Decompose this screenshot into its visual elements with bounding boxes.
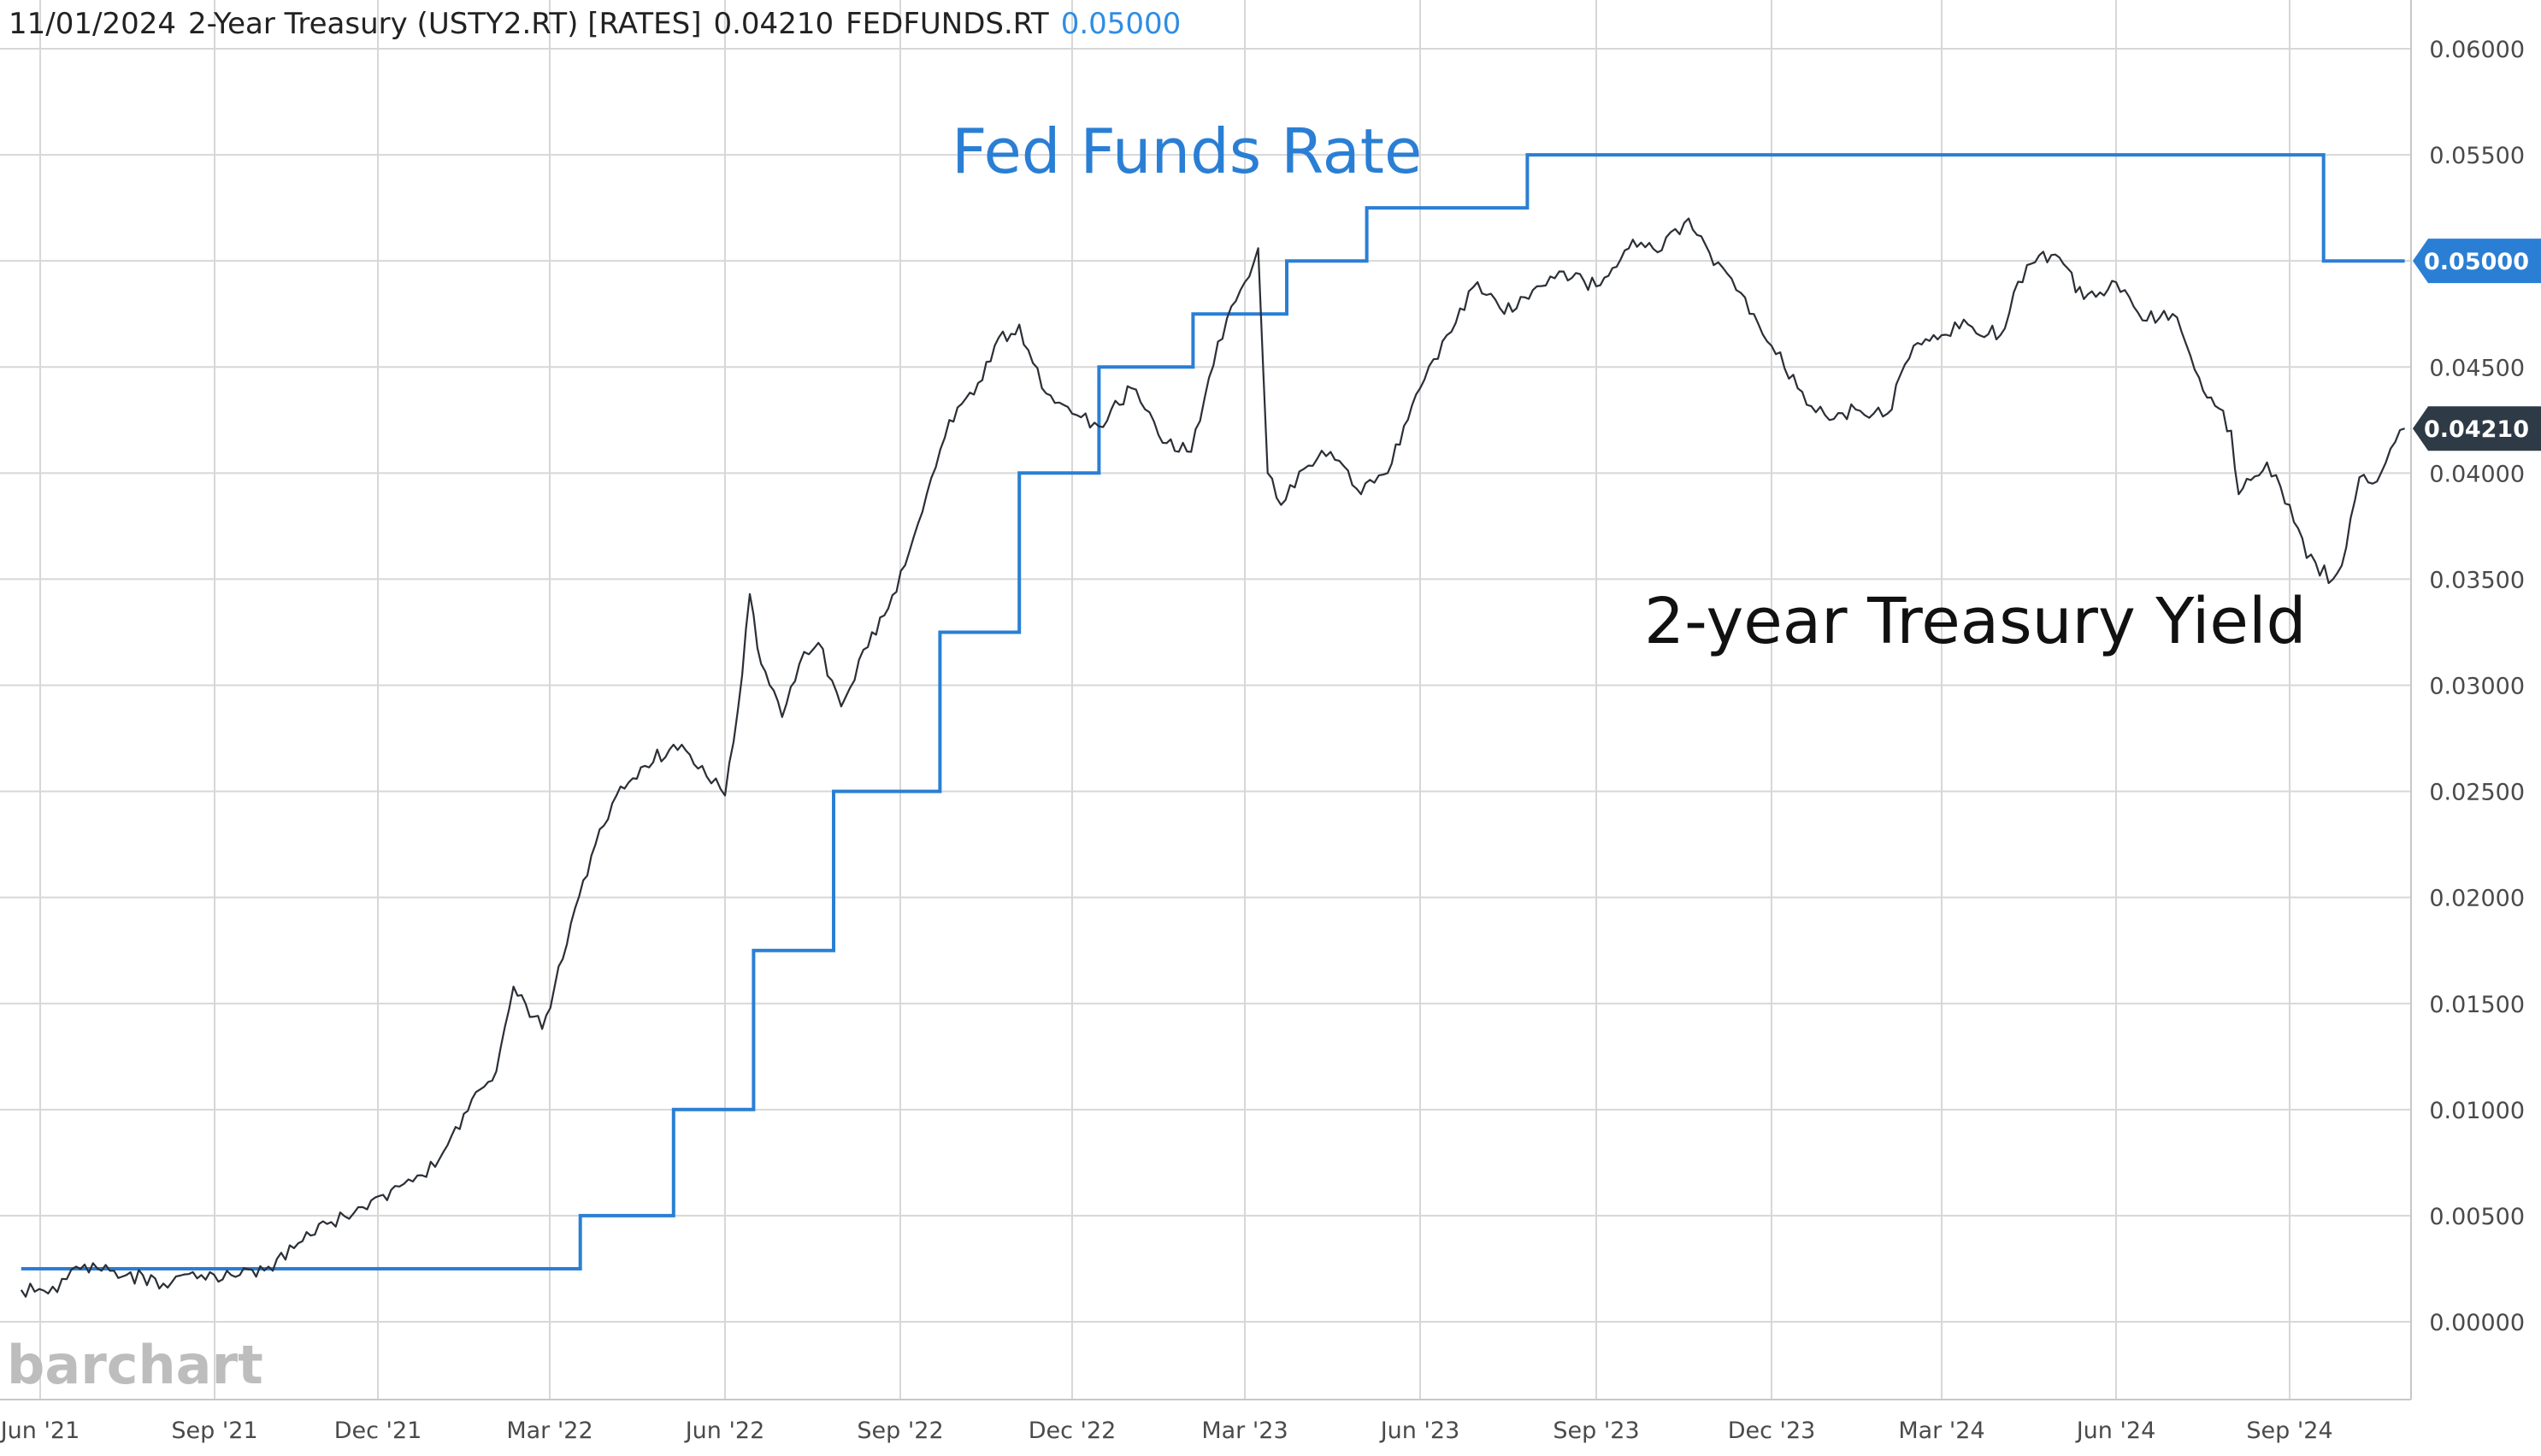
x-tick-label: Sep '23 xyxy=(1553,1418,1639,1444)
y-tick-label: 0.04500 xyxy=(2429,355,2525,381)
treasury-series xyxy=(20,217,2405,1298)
treasury-line xyxy=(20,217,2405,1298)
x-tick-label: Jun '22 xyxy=(684,1418,765,1444)
chart-header: 11/01/2024 2-Year Treasury (USTY2.RT) [RA… xyxy=(9,7,1193,41)
x-tick-label: Dec '21 xyxy=(334,1418,422,1444)
y-tick-label: 0.00000 xyxy=(2429,1310,2525,1336)
treasury-badge-label: 0.04210 xyxy=(2424,416,2529,443)
chart-grid xyxy=(0,0,2412,1400)
x-tick-label: Mar '24 xyxy=(1898,1418,1984,1444)
y-tick-label: 0.01500 xyxy=(2429,992,2525,1018)
header-date: 11/01/2024 xyxy=(9,7,176,41)
y-tick-label: 0.00500 xyxy=(2429,1204,2525,1230)
x-tick-label: Dec '23 xyxy=(1728,1418,1816,1444)
fed-funds-badge-bg xyxy=(2413,239,2541,284)
header-series1-title: 2-Year Treasury (USTY2.RT) [RATES] xyxy=(187,7,702,41)
fed-funds-line xyxy=(21,153,2405,1270)
x-tick-label: Jun '23 xyxy=(1379,1418,1460,1444)
y-tick-label: 0.03500 xyxy=(2429,567,2525,593)
barchart-logo: barchart xyxy=(7,1334,263,1396)
x-tick-label: Mar '23 xyxy=(1201,1418,1288,1444)
y-tick-label: 0.05500 xyxy=(2429,143,2525,169)
y-tick-label: 0.03000 xyxy=(2429,674,2525,700)
x-tick-label: Jun '24 xyxy=(2075,1418,2156,1444)
x-tick-label: Sep '21 xyxy=(171,1418,257,1444)
header-series2-symbol: FEDFUNDS.RT xyxy=(846,7,1049,41)
x-tick-label: Sep '22 xyxy=(857,1418,943,1444)
fed-funds-badge-label: 0.05000 xyxy=(2424,249,2529,275)
fed-funds-series xyxy=(21,153,2405,1270)
x-tick-label: Dec '22 xyxy=(1029,1418,1117,1444)
y-axis: 0.00000 0.00500 0.01000 0.01500 0.02000 0.025… xyxy=(2429,37,2525,1336)
x-axis: Jun '21 Sep '21 Dec '21 Mar '22 Jun '22 Sep '… xyxy=(0,1418,2333,1444)
price-badges: 0.05000 0.04210 xyxy=(2413,239,2541,451)
x-tick-label: Sep '24 xyxy=(2246,1418,2332,1444)
y-tick-label: 0.06000 xyxy=(2429,37,2525,63)
y-tick-label: 0.04000 xyxy=(2429,461,2525,487)
y-tick-label: 0.01000 xyxy=(2429,1098,2525,1124)
header-series1-value: 0.04210 xyxy=(713,7,834,41)
treasury-badge-bg xyxy=(2413,406,2541,451)
header-series2-value: 0.05000 xyxy=(1060,7,1182,41)
fed-funds-annotation: Fed Funds Rate xyxy=(952,115,1422,187)
x-tick-label: Mar '22 xyxy=(506,1418,593,1444)
y-tick-label: 0.02000 xyxy=(2429,886,2525,912)
y-tick-label: 0.02500 xyxy=(2429,780,2525,806)
x-tick-label: Jun '21 xyxy=(0,1418,80,1444)
treasury-annotation: 2-year Treasury Yield xyxy=(1644,585,2306,658)
